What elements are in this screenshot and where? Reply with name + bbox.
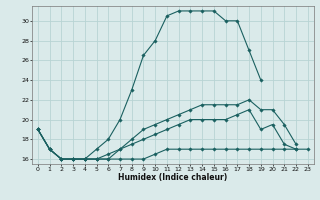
X-axis label: Humidex (Indice chaleur): Humidex (Indice chaleur) <box>118 173 228 182</box>
